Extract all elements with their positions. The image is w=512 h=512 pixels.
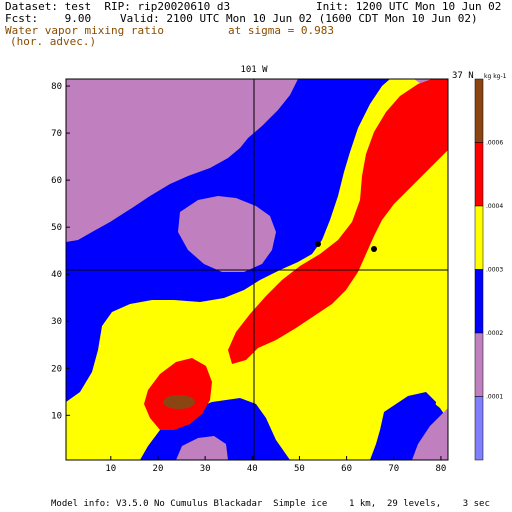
x-tick-label: 30 <box>200 464 211 474</box>
colorbar-swatch <box>474 396 484 461</box>
y-tick-label: 20 <box>51 364 62 374</box>
purple-region-south <box>176 436 228 460</box>
colorbar-tick-label: .0004 <box>486 203 503 210</box>
meridian-label: 101 W <box>240 65 268 75</box>
station-marker <box>315 241 321 247</box>
y-tick-label: 60 <box>51 176 62 186</box>
x-tick-label: 40 <box>247 464 258 474</box>
model-info-footer: Model info: V3.5.0 No Cumulus Blackadar … <box>51 499 490 509</box>
x-tick-label: 20 <box>153 464 164 474</box>
colorbar-swatch <box>474 142 484 207</box>
colorbar: kg kg-1 .0006 .0004 .0003 .0002 .0001 <box>474 73 507 461</box>
purple-region-central <box>178 196 276 272</box>
colorbar-tick-label: .0002 <box>486 330 503 337</box>
x-tick-label: 70 <box>388 464 399 474</box>
x-tick-label: 10 <box>105 464 116 474</box>
x-tick-label: 50 <box>294 464 305 474</box>
yellow-region-main <box>66 79 448 460</box>
colorbar-tick-label: .0006 <box>486 140 503 147</box>
purple-region-southeast <box>412 408 448 460</box>
y-tick-label: 70 <box>51 129 62 139</box>
init-time-label: Init: 1200 UTC Mon 10 Jun 02 <box>316 0 502 13</box>
advection-note-label: (hor. advec.) <box>10 35 97 48</box>
colorbar-swatch <box>474 269 484 334</box>
station-marker <box>371 246 377 252</box>
colorbar-swatch <box>474 332 484 397</box>
y-tick-label: 80 <box>51 82 62 92</box>
colorbar-tick-label: .0001 <box>486 394 503 401</box>
red-region-main <box>228 79 448 364</box>
colorbar-swatch <box>474 78 484 143</box>
forecast-hour-label: Fcst: 9.00 <box>5 12 92 25</box>
y-tick-label: 50 <box>51 223 62 233</box>
colorbar-tick-label: .0003 <box>486 267 503 274</box>
brown-maximum <box>163 395 195 409</box>
y-axis-ticks: 10 20 30 40 50 60 70 80 <box>51 82 70 421</box>
colorbar-swatch <box>474 205 484 270</box>
x-axis-ticks: 10 20 30 40 50 60 70 80 <box>105 456 446 474</box>
parallel-label: 37 N <box>452 71 474 81</box>
red-region-southwest <box>144 358 212 430</box>
colorbar-units-label: kg kg-1 <box>484 73 507 80</box>
x-tick-label: 60 <box>341 464 352 474</box>
sigma-level-label: at sigma = 0.983 <box>228 24 334 37</box>
plot-frame <box>65 78 449 461</box>
y-tick-label: 30 <box>51 317 62 327</box>
valid-time-label: Valid: 2100 UTC Mon 10 Jun 02 (1600 CDT … <box>120 12 478 25</box>
dataset-label: Dataset: test RIP: rip20020610 d3 <box>5 0 231 13</box>
y-tick-label: 40 <box>51 270 62 280</box>
field-name-label: Water vapor mixing ratio <box>5 24 164 37</box>
y-tick-label: 10 <box>51 411 62 421</box>
purple-region-northwest <box>66 79 298 242</box>
x-tick-label: 80 <box>436 464 447 474</box>
